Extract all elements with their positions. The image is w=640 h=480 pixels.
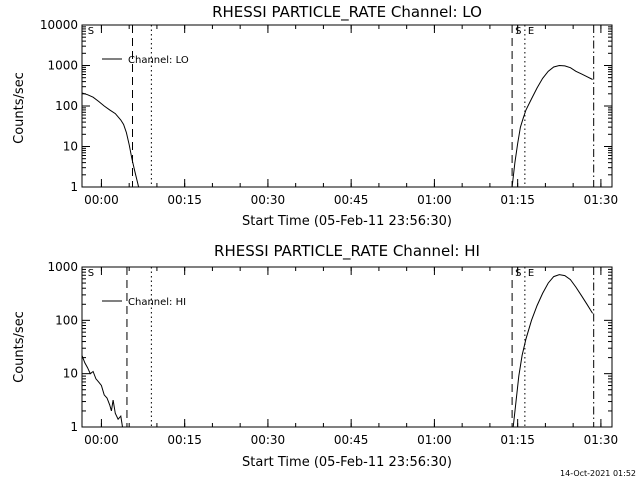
- series-line: [511, 64, 593, 188]
- y-tick-label: 10000: [40, 18, 78, 32]
- x-tick-label: 01:00: [417, 433, 452, 447]
- chart-title: RHESSI PARTICLE_RATE Channel: HI: [214, 242, 480, 261]
- event-marker-label: E: [528, 26, 534, 37]
- event-marker-label: E: [528, 268, 534, 279]
- hi-channel-chart: RHESSI PARTICLE_RATE Channel: HI Start T…: [12, 242, 618, 470]
- x-tick-label: 00:45: [334, 433, 369, 447]
- x-tick-label: 01:30: [584, 193, 619, 207]
- y-tick-label: 1: [70, 180, 78, 194]
- y-axis-label: Counts/sec: [12, 72, 27, 144]
- series-line: [81, 355, 123, 428]
- x-tick-label: 01:30: [584, 433, 619, 447]
- x-axis-label: Start Time (05-Feb-11 23:56:30): [242, 455, 452, 470]
- y-tick-label: 10: [63, 367, 78, 381]
- event-marker-label: S: [515, 268, 521, 279]
- x-tick-label: 01:15: [500, 433, 535, 447]
- series-line: [81, 92, 140, 188]
- event-marker-label: S: [88, 26, 94, 37]
- series-line: [512, 274, 594, 428]
- legend-label: Channel: HI: [128, 297, 186, 308]
- y-tick-label: 100: [55, 313, 78, 327]
- x-tick-label: 00:45: [334, 193, 369, 207]
- x-tick-label: 00:00: [84, 193, 119, 207]
- legend-label: Channel: LO: [128, 55, 189, 66]
- y-tick-label: 1000: [47, 260, 78, 274]
- x-tick-label: 01:00: [417, 193, 452, 207]
- y-tick-label: 10: [63, 140, 78, 154]
- x-tick-label: 01:15: [500, 193, 535, 207]
- lo-channel-chart: RHESSI PARTICLE_RATE Channel: LO Start T…: [12, 3, 618, 229]
- plot-frame: [81, 24, 613, 188]
- plot-frame: [81, 266, 613, 428]
- y-axis-label: Counts/sec: [12, 311, 27, 383]
- y-tick-label: 1000: [47, 59, 78, 73]
- x-tick-label: 00:15: [167, 193, 202, 207]
- x-tick-label: 00:30: [251, 193, 286, 207]
- event-marker-label: S: [515, 26, 521, 37]
- x-tick-label: 00:00: [84, 433, 119, 447]
- x-axis-label: Start Time (05-Feb-11 23:56:30): [242, 214, 452, 229]
- y-tick-label: 1: [70, 420, 78, 434]
- chart-title: RHESSI PARTICLE_RATE Channel: LO: [212, 3, 482, 22]
- y-tick-label: 100: [55, 99, 78, 113]
- x-tick-label: 00:30: [251, 433, 286, 447]
- timestamp-label: 14-Oct-2021 01:52: [560, 469, 636, 478]
- x-tick-label: 00:15: [167, 433, 202, 447]
- event-marker-label: S: [88, 268, 94, 279]
